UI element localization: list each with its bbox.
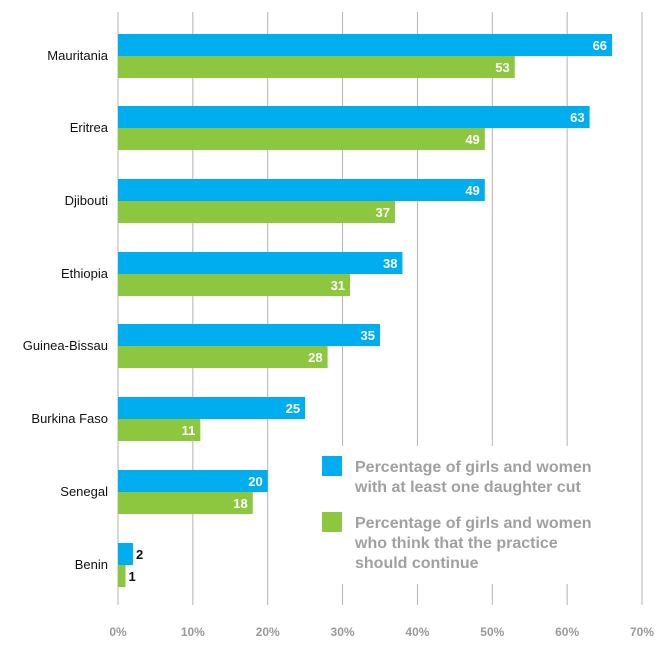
bar-value-label: 11 [182,423,196,438]
bar [118,492,253,514]
category-label: Benin [75,557,108,572]
bar-value-label: 2 [136,547,143,562]
bar-value-label: 66 [593,38,607,53]
legend-label: should continue [355,555,479,572]
bar [118,543,133,565]
bar [118,397,306,419]
bar [118,34,613,56]
bar-value-label: 49 [465,132,479,147]
category-label: Burkina Faso [31,411,108,426]
legend-label: with at least one daughter cut [354,479,581,496]
x-tick-label: 30% [331,625,355,639]
bar-value-label: 38 [383,256,397,271]
bar-value-label: 1 [128,569,135,584]
bar [118,252,403,274]
category-label: Eritrea [70,120,109,135]
bars: Mauritania 66 53 Eritrea 63 49 Djibouti 49 37 Eth… [23,34,613,587]
bar-value-label: 53 [495,60,509,75]
bar [118,470,268,492]
x-tick-label: 20% [256,625,280,639]
x-tick-label: 40% [405,625,429,639]
bar-value-label: 28 [308,350,322,365]
bar [118,201,395,223]
x-tick-label: 10% [181,625,205,639]
category-label: Ethiopia [61,266,109,281]
legend-swatch [322,512,342,532]
x-tick-label: 0% [109,625,127,639]
bar [118,56,515,78]
bar-value-label: 20 [248,474,262,489]
bar [118,128,485,150]
bar [118,179,485,201]
legend-background [312,446,638,584]
bar [118,346,328,368]
x-tick-label: 50% [480,625,504,639]
legend-label: Percentage of girls and women [355,459,592,476]
category-label: Senegal [60,484,108,499]
bar-value-label: 31 [331,278,345,293]
bar [118,565,126,587]
bar [118,274,351,296]
bar-value-label: 37 [376,205,390,220]
x-tick-label: 60% [555,625,579,639]
bar-value-label: 49 [465,183,479,198]
x-tick-label: 70% [630,625,654,639]
legend-label: who think that the practice [354,535,558,552]
bar-value-label: 63 [570,110,584,125]
x-axis-ticks: 0% 10% 20% 30% 40% 50% 60% 70% [109,625,654,639]
bar [118,324,380,346]
bar-value-label: 25 [286,401,300,416]
category-label: Mauritania [47,48,108,63]
bar [118,419,201,441]
bar-value-label: 18 [233,496,247,511]
bar-value-label: 35 [361,328,375,343]
legend: Percentage of girls and women with at lea… [312,446,638,584]
category-label: Djibouti [65,193,108,208]
category-label: Guinea-Bissau [23,338,108,353]
legend-swatch [322,456,342,476]
legend-label: Percentage of girls and women [355,515,592,532]
bar [118,106,590,128]
